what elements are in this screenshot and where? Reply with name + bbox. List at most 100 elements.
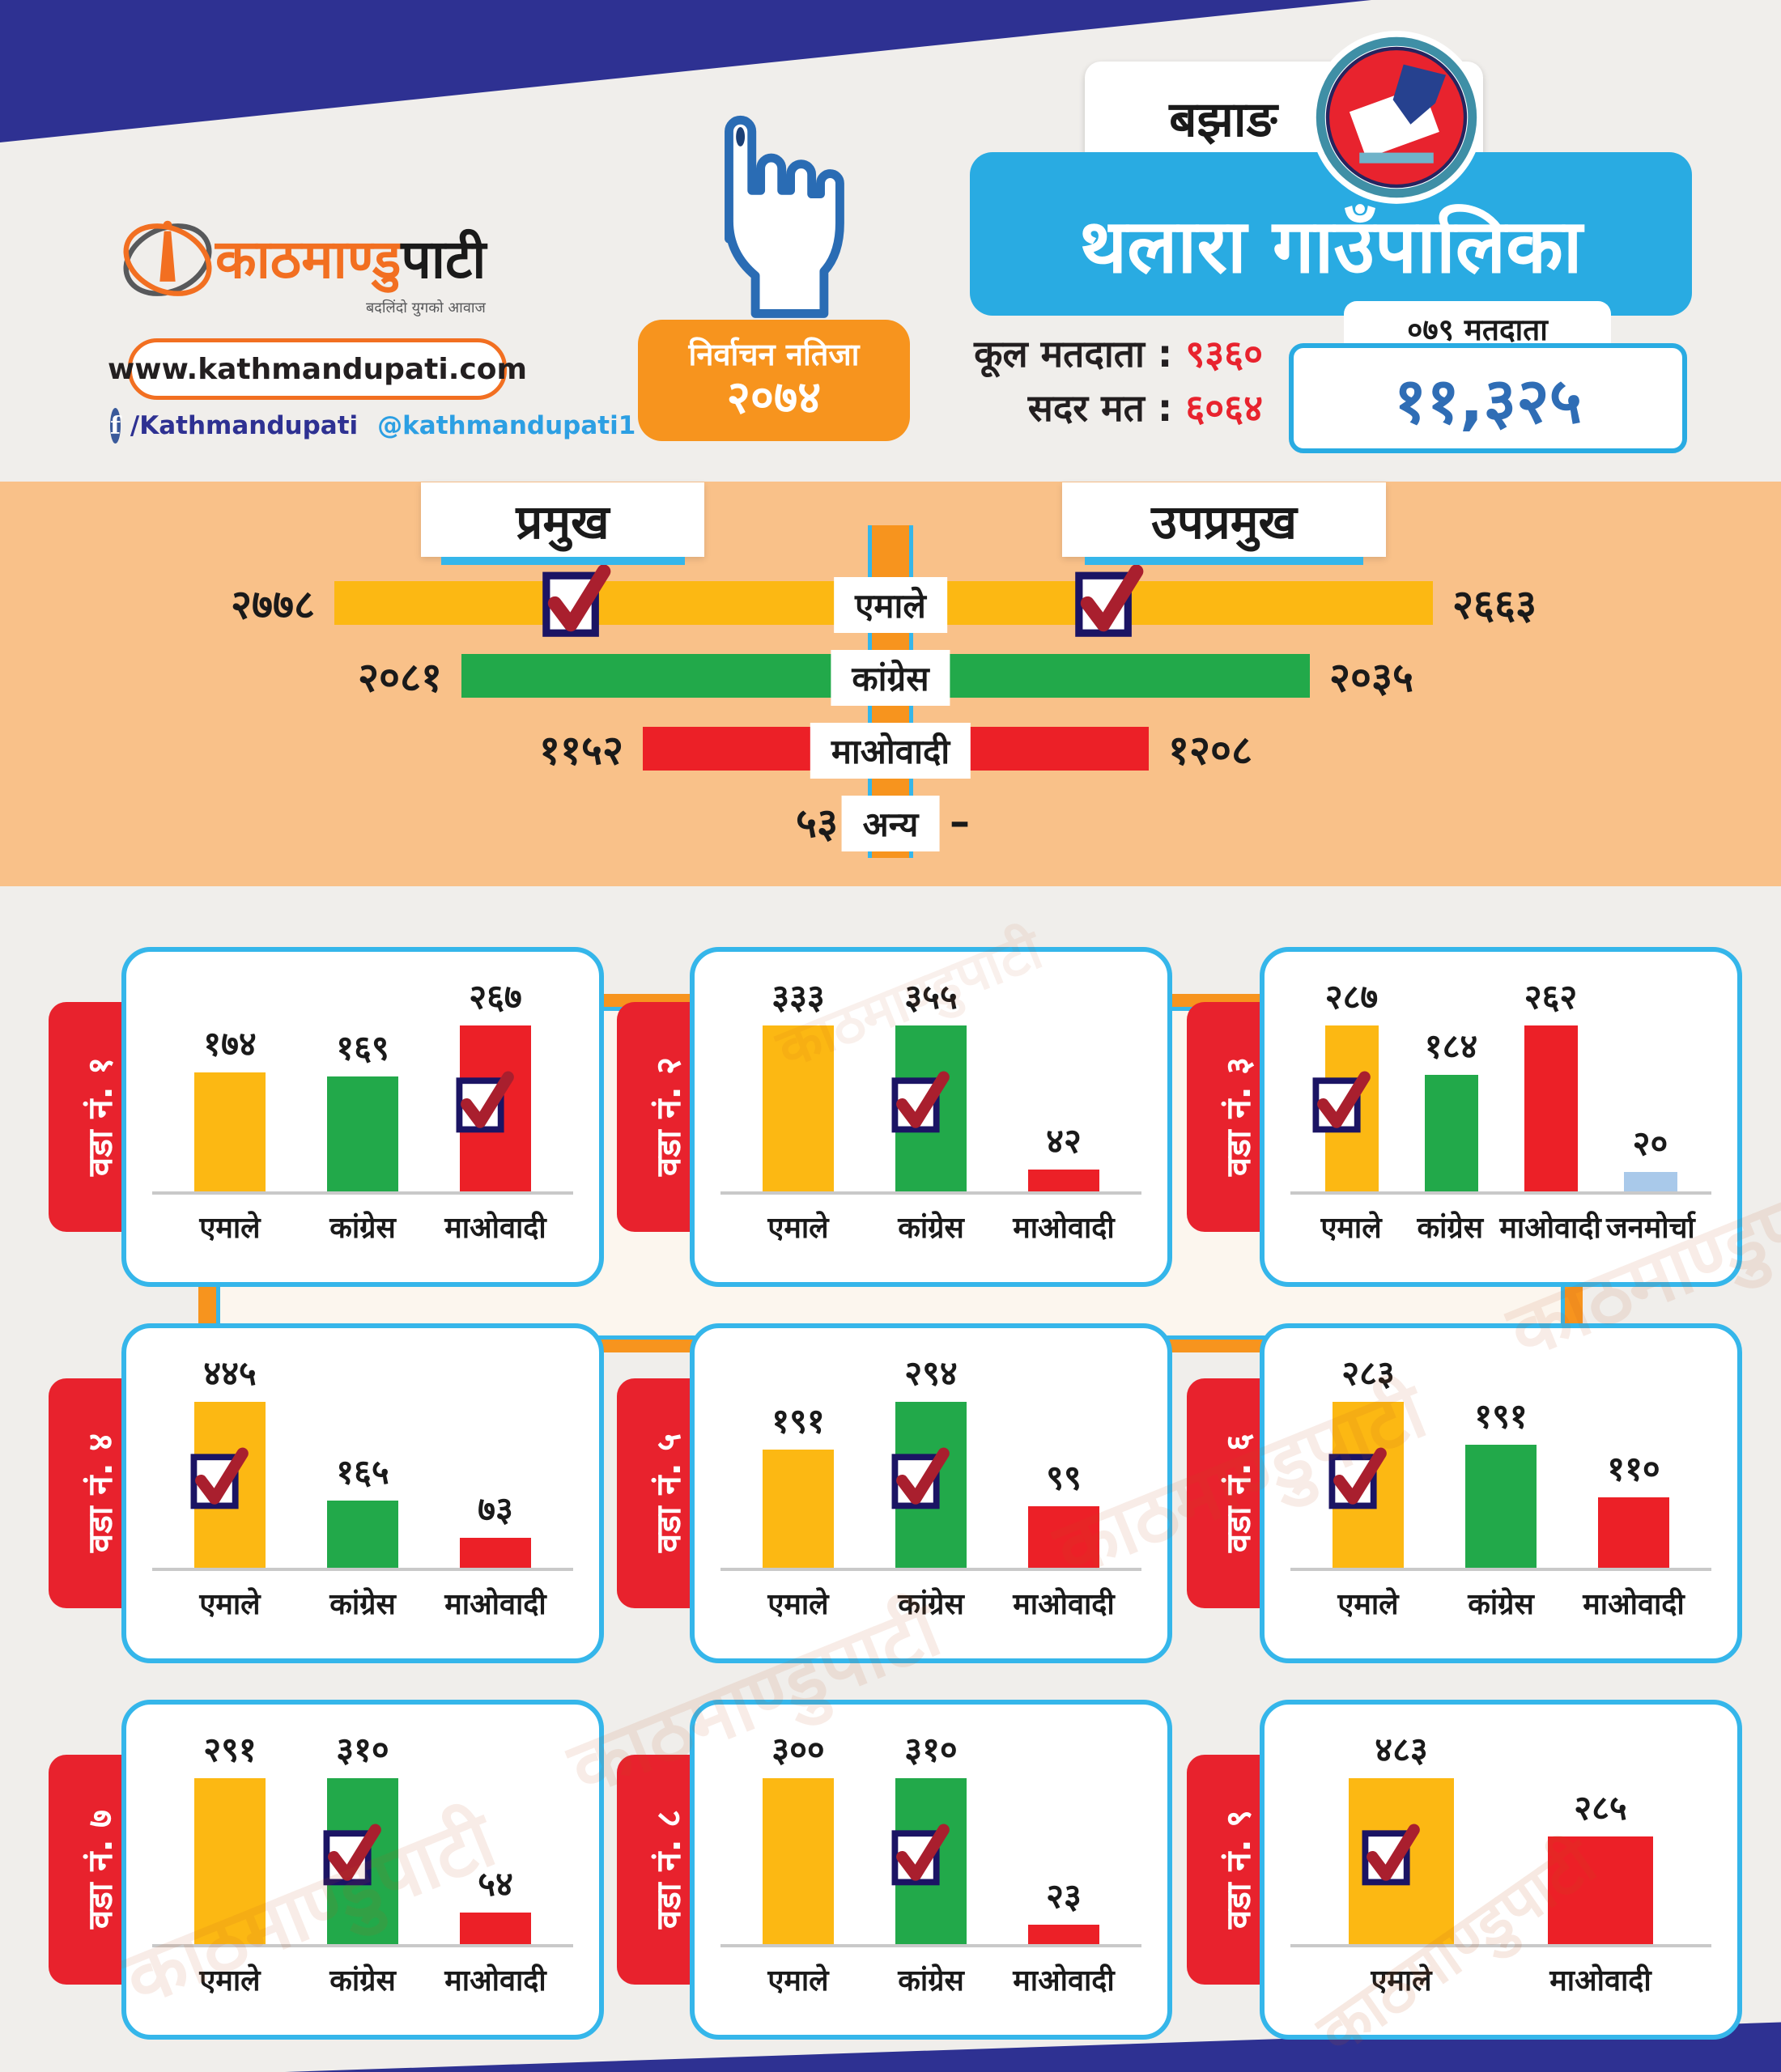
- valid-votes-line: सदर मत : ६०६४: [1027, 385, 1263, 430]
- bar-maobadi: [460, 1538, 531, 1568]
- bar-column-emale: १९१: [732, 1349, 865, 1568]
- party-label: कांग्रेस: [1468, 1588, 1534, 1621]
- party-label: एमाले: [767, 1588, 829, 1621]
- ward-tab-label: वडा नं. ६: [1218, 1433, 1258, 1553]
- twitter-handle[interactable]: @kathmandupati1: [377, 411, 636, 440]
- bar-value: १९१: [771, 1401, 825, 1441]
- bar-value: २९४: [904, 1353, 958, 1393]
- bar-value: २८७: [1324, 977, 1379, 1017]
- bar-value: ३३३: [771, 977, 825, 1017]
- race-value: २०३५: [1329, 654, 1413, 701]
- race-row-maobadi: ११५२: [231, 712, 868, 785]
- bar-column-maobadi: ७३: [429, 1349, 562, 1568]
- race-row-anya: –: [913, 785, 1561, 858]
- social-links: f /Kathmandupati @kathmandupati1: [110, 407, 635, 444]
- bar-value: १९१: [1474, 1396, 1528, 1436]
- chart-baseline: [152, 1944, 573, 1947]
- facebook-handle[interactable]: /Kathmandupati: [130, 411, 359, 440]
- result-badge-line1: निर्वाचन नतिजा: [688, 337, 860, 373]
- chart-baseline: [152, 1191, 573, 1195]
- ward-1-slot: वडा नं. १ १७४ १६९ २६७ एमाले कांग्रेस माओवादी: [49, 947, 604, 1287]
- ward-labels-row: एमाले कांग्रेस माओवादी: [732, 1959, 1130, 1999]
- ward-labels-row: एमाले कांग्रेस माओवादी: [732, 1207, 1130, 1246]
- race-value: ११५२: [539, 727, 623, 774]
- checkmark-icon: [537, 556, 611, 647]
- checkmark-icon: [1069, 556, 1144, 647]
- checkmark-icon: [451, 1064, 514, 1140]
- deputy-race-rows: २६६३ २०३५ १२०८ –: [913, 564, 1561, 858]
- chief-race-rows: २७७८ २०८१ ११५२ ५३: [231, 564, 868, 858]
- voters-total: ११,३२५: [1289, 343, 1687, 453]
- bar-column-congress: १९१: [1435, 1349, 1567, 1568]
- website-link[interactable]: www.kathmandupati.com: [108, 338, 527, 400]
- ward-8-slot: वडा नं. ८ ३०० ३१० २३ एमाले कांग्रेस माओवादी: [617, 1700, 1172, 2040]
- bar-maobadi: [1028, 1170, 1099, 1191]
- municipality-name: थलारा गाउँपालिका: [970, 152, 1692, 316]
- bar-column-emale: १७४: [164, 973, 296, 1191]
- bar-value: ९९: [1046, 1458, 1082, 1497]
- brand-wordmark-orange: काठमाण्डु: [215, 228, 402, 291]
- bar-value: ११०: [1607, 1449, 1660, 1488]
- brand-tagline: बदलिंदो युगको आवाज: [366, 299, 486, 316]
- party-label: माओवादी: [444, 1212, 546, 1245]
- party-label: माओवादी: [1499, 1212, 1601, 1245]
- party-label: एमाले: [1320, 1212, 1382, 1245]
- bar-value: २०: [1632, 1123, 1668, 1163]
- bar-congress: [1424, 1075, 1478, 1191]
- party-label: कांग्रेस: [1417, 1212, 1484, 1245]
- ward-card: २८३ १९१ ११० एमाले कांग्रेस माओवादी: [1260, 1323, 1742, 1663]
- chart-baseline: [720, 1944, 1141, 1947]
- bar-column-congress: १८४: [1401, 973, 1501, 1191]
- bar-value: २३: [1046, 1876, 1082, 1916]
- party-label: एमाले: [767, 1212, 829, 1245]
- ballot-box-icon: [1310, 31, 1483, 204]
- race-value: ५३: [796, 800, 838, 847]
- bar-value: ४८३: [1375, 1730, 1428, 1769]
- ward-card: ३३३ ३५५ ४२ एमाले कांग्रेस माओवादी: [690, 947, 1172, 1287]
- bar-emale: [763, 1778, 834, 1944]
- ward-9-slot: वडा नं. ९ ४८३ २८५ एमाले माओवादी: [1187, 1700, 1742, 2040]
- bar-janamorcha: [1623, 1172, 1677, 1191]
- ward-card: १९१ २९४ ९९ एमाले कांग्रेस माओवादी: [690, 1323, 1172, 1663]
- race-party-label: एमाले: [834, 577, 947, 633]
- bar-column-congress: २९४: [865, 1349, 997, 1568]
- ward-tab-label: वडा नं. ९: [1218, 1810, 1258, 1930]
- ward-2-slot: वडा नं. २ ३३३ ३५५ ४२ एमाले कांग्रेस माओवादी: [617, 947, 1172, 1287]
- ward-labels-row: एमाले कांग्रेस माओवादी: [732, 1583, 1130, 1623]
- checkmark-icon: [886, 1441, 950, 1517]
- ward-labels-row: एमाले कांग्रेस माओवादी: [164, 1207, 562, 1246]
- ward-labels-row: एमाले माओवादी: [1302, 1959, 1700, 1999]
- ward-5-slot: वडा नं. ५ १९१ २९४ ९९ एमाले कांग्रेस माओवादी: [617, 1323, 1172, 1663]
- bar-column-congress: ३१०: [296, 1726, 429, 1944]
- bar-column-maobadi: ११०: [1567, 1349, 1700, 1568]
- checkmark-icon: [1357, 1817, 1420, 1893]
- total-voters-value: ९३६०: [1185, 332, 1263, 376]
- ward-4-slot: वडा नं. ४ ४४५ १६५ ७३ एमाले कांग्रेस माओवादी: [49, 1323, 604, 1663]
- race-party-label: कांग्रेस: [831, 650, 950, 706]
- bar-value: ४४५: [203, 1353, 257, 1393]
- bar-emale: [763, 1450, 834, 1568]
- ward-card: ४४५ १६५ ७३ एमाले कांग्रेस माओवादी: [121, 1323, 604, 1663]
- race-row-anya: ५३: [231, 785, 868, 858]
- race-row-emale: २७७८: [231, 564, 868, 639]
- bar-maobadi: [1548, 1836, 1653, 1944]
- ward-labels-row: एमाले कांग्रेस माओवादी: [1302, 1583, 1700, 1623]
- party-label: माओवादी: [444, 1588, 546, 1621]
- ward-card: ४८३ २८५ एमाले माओवादी: [1260, 1700, 1742, 2040]
- party-label: एमाले: [1337, 1588, 1399, 1621]
- race-value: १२०८: [1168, 727, 1252, 774]
- checkmark-icon: [185, 1441, 249, 1517]
- ward-labels-row: एमाले कांग्रेस माओवादी: [164, 1583, 562, 1623]
- checkmark-icon: [1324, 1441, 1387, 1517]
- party-label: माओवादी: [1013, 1212, 1115, 1245]
- bar-column-maobadi: ४२: [997, 973, 1130, 1191]
- bar-column-emale: ४४५: [164, 1349, 296, 1568]
- bar-value: ३५५: [904, 977, 958, 1017]
- ward-bars-area: १९१ २९४ ९९: [732, 1349, 1130, 1568]
- top-diagonal-band: [0, 0, 1371, 142]
- party-label: माओवादी: [1013, 1964, 1115, 1998]
- facebook-icon[interactable]: f: [110, 408, 121, 444]
- bar-emale: [194, 1778, 266, 1944]
- party-label: माओवादी: [1583, 1588, 1685, 1621]
- ward-tab-label: वडा नं. ७: [79, 1810, 120, 1930]
